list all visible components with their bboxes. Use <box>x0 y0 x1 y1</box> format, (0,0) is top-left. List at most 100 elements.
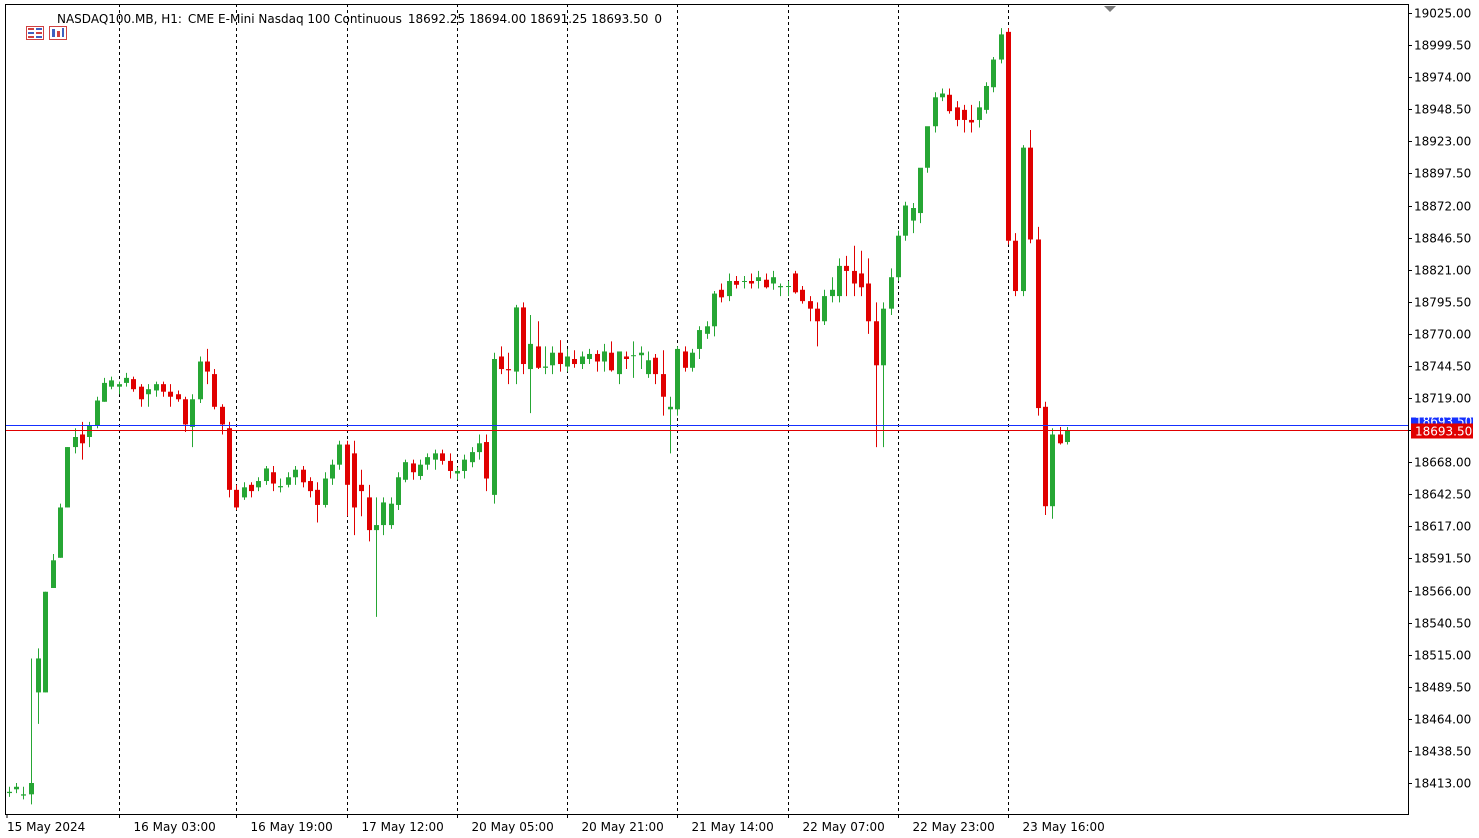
candle <box>881 302 886 448</box>
candle <box>918 167 923 224</box>
bear-candle-body <box>205 361 210 372</box>
bull-candle-body <box>639 352 644 356</box>
candle <box>117 381 122 395</box>
bull-candle-body <box>822 296 827 322</box>
candle <box>403 459 408 483</box>
bear-candle-body <box>852 270 857 284</box>
volume-value: 0 <box>654 12 663 26</box>
candle <box>866 258 871 334</box>
bull-candle-body <box>830 289 835 297</box>
candle <box>418 459 423 480</box>
bull-candle-body <box>903 205 908 236</box>
bear-candle-body <box>1058 434 1063 444</box>
candle <box>499 346 504 375</box>
chart-menu-icon[interactable] <box>11 12 45 40</box>
candle <box>293 465 298 485</box>
bear-candle-body <box>719 289 724 298</box>
bear-candle-body <box>1036 239 1041 409</box>
bear-candle-body <box>808 301 813 309</box>
candle <box>822 289 827 326</box>
candle <box>521 302 526 375</box>
candle <box>572 350 577 368</box>
candle <box>624 351 629 370</box>
bear-candle-body <box>521 307 526 365</box>
candle <box>462 454 467 479</box>
candle <box>14 783 19 794</box>
candle <box>242 482 247 500</box>
bull-candle-body <box>381 502 386 526</box>
candle <box>389 497 394 529</box>
bull-candle-body <box>73 437 78 448</box>
y-tick-label: 18846.50 <box>1414 232 1471 246</box>
bull-candle-body <box>712 293 717 327</box>
candle <box>837 258 842 303</box>
candle <box>131 376 136 392</box>
candle <box>367 484 372 542</box>
candle <box>205 348 210 385</box>
candle <box>87 421 92 448</box>
bull-candle-body <box>999 34 1004 60</box>
bull-candle-body <box>837 265 842 297</box>
bull-candle-body <box>933 97 938 127</box>
y-tick-label: 18999.50 <box>1414 39 1471 53</box>
y-tick-label: 18413.00 <box>1414 777 1471 791</box>
bear-candle-body <box>947 94 952 112</box>
candle <box>565 348 570 372</box>
bear-candle-body <box>874 321 879 366</box>
x-tick-label: 22 May 23:00 <box>913 820 995 834</box>
bear-candle-body <box>227 428 232 490</box>
candle <box>352 440 357 536</box>
candle <box>962 104 967 133</box>
candle <box>764 273 769 289</box>
candle <box>1050 428 1055 519</box>
candle <box>271 465 276 492</box>
bull-candle-body <box>264 468 269 482</box>
y-tick-label: 18489.50 <box>1414 681 1471 695</box>
candle <box>617 351 622 385</box>
bull-candle-body <box>323 478 328 505</box>
y-tick-label: 18872.00 <box>1414 200 1471 214</box>
x-tick-label: 20 May 21:00 <box>582 820 664 834</box>
bear-candle-body <box>866 283 871 322</box>
bear-candle-body <box>220 406 225 425</box>
candle <box>396 472 401 510</box>
candle <box>874 302 879 448</box>
candle-layer <box>7 28 1070 805</box>
price-axis: 19025.00 18999.50 18974.00 18948.50 18923.00… <box>1408 7 1471 791</box>
y-tick-label: 18438.50 <box>1414 745 1471 759</box>
candle <box>1036 226 1041 416</box>
bear-candle-body <box>352 453 357 508</box>
bull-candle-body <box>889 277 894 309</box>
y-tick-label: 18668.00 <box>1414 456 1471 470</box>
candle <box>227 421 232 498</box>
candle <box>771 270 776 290</box>
x-tick-label: 16 May 03:00 <box>134 820 216 834</box>
x-tick-label: 15 May 2024 <box>7 820 85 834</box>
bull-candle-body <box>36 658 41 693</box>
bear-candle-body <box>800 289 805 302</box>
bull-candle-body <box>977 107 982 120</box>
candle <box>543 346 548 375</box>
bull-candle-body <box>7 791 12 794</box>
candle <box>190 394 195 448</box>
bars-icon[interactable] <box>34 12 68 40</box>
bull-candle-body <box>117 384 122 387</box>
candle <box>286 472 291 488</box>
candle <box>984 82 989 114</box>
bear-candle-body <box>595 353 600 362</box>
candle <box>1028 130 1033 244</box>
candle <box>492 352 497 504</box>
bear-candle-body <box>624 356 629 359</box>
bid-price-text: 18693.50 <box>1415 425 1472 439</box>
candle <box>595 350 600 372</box>
bull-candle-body <box>198 361 203 400</box>
candle <box>933 92 938 133</box>
bear-candle-body <box>1013 240 1018 292</box>
bull-candle-body <box>51 560 56 588</box>
bull-candle-body <box>690 352 695 368</box>
candle <box>697 326 702 359</box>
candle <box>528 314 533 414</box>
candle <box>109 376 114 390</box>
instrument-description: CME E-Mini Nasdaq 100 Continuous <box>187 12 402 26</box>
